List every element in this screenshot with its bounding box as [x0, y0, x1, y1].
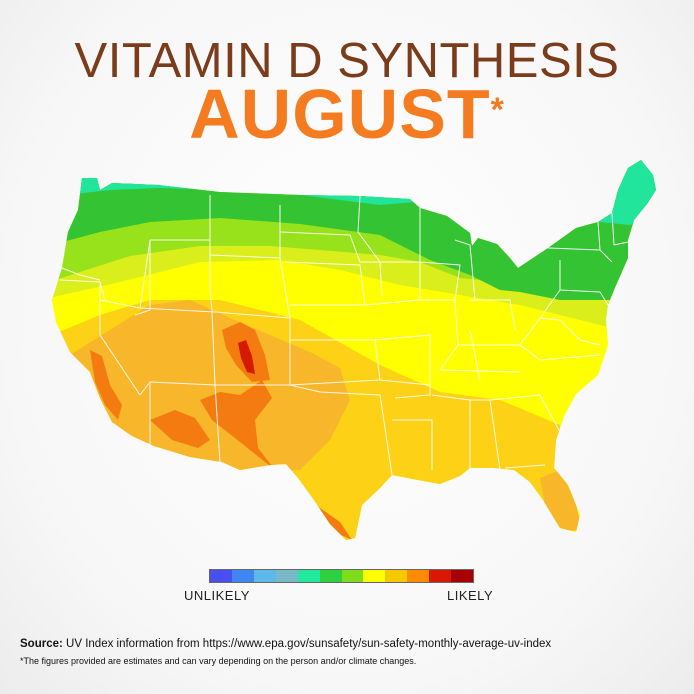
- legend-swatch-5: [297, 570, 320, 582]
- zone-orange-southwest: [200, 380, 352, 540]
- month-title: AUGUST*: [0, 78, 694, 150]
- zone-orange-arizona: [150, 410, 210, 448]
- legend-swatch-10: [407, 570, 430, 582]
- zone-amber-florida: [540, 470, 582, 532]
- legend-likely-label: LIKELY: [447, 588, 494, 603]
- legend-unlikely-label: UNLIKELY: [184, 588, 250, 603]
- uv-legend-bar: [209, 569, 474, 583]
- zone-orange-california: [90, 350, 122, 420]
- asterisk-mark: *: [490, 91, 505, 129]
- legend-swatch-4: [275, 570, 298, 582]
- month-label: AUGUST: [189, 75, 491, 153]
- legend-swatch-3: [253, 570, 276, 582]
- state-borders: [59, 195, 629, 476]
- source-text: UV Index information from https://www.ep…: [66, 638, 552, 650]
- zone-red-colorado: [238, 340, 255, 374]
- legend-swatch-7: [341, 570, 364, 582]
- source-label: Source:: [20, 638, 63, 650]
- legend-swatch-11: [429, 570, 452, 582]
- footnote: *The figures provided are estimates and …: [20, 656, 417, 666]
- us-uv-map: [52, 160, 656, 540]
- legend-swatch-2: [231, 570, 254, 582]
- map-title: VITAMIN D SYNTHESIS: [74, 34, 620, 88]
- legend-swatch-1: [210, 570, 232, 582]
- source-line: Source: UV Index information from https:…: [20, 638, 551, 650]
- legend-swatch-12: [451, 570, 474, 582]
- uv-zones: [52, 160, 656, 540]
- legend-swatch-9: [385, 570, 408, 582]
- legend-swatch-8: [363, 570, 386, 582]
- legend-swatch-6: [319, 570, 342, 582]
